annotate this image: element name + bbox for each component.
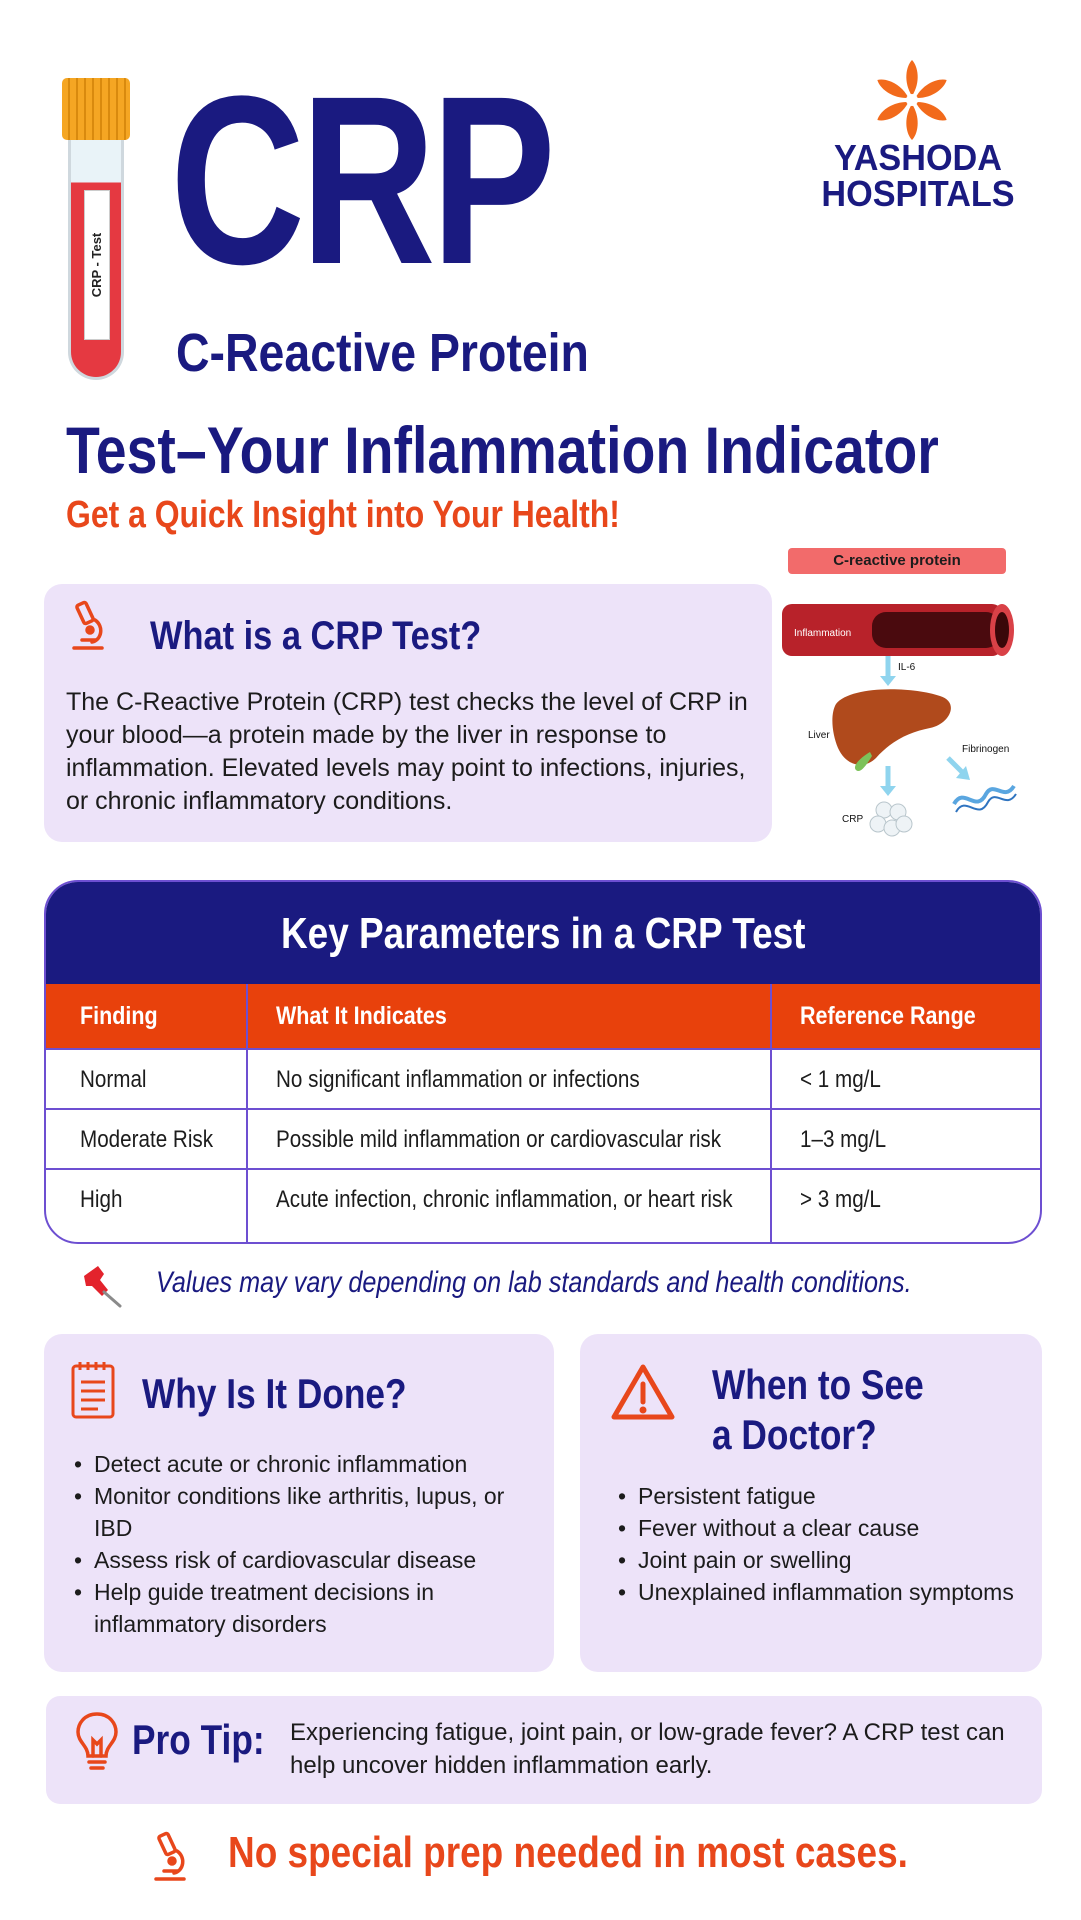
no-prep-note: No special prep needed in most cases. <box>228 1828 908 1877</box>
what-is-crp-title: What is a CRP Test? <box>150 614 482 658</box>
why-is-it-done-list: Detect acute or chronic inflammation Mon… <box>72 1448 542 1640</box>
list-item: Joint pain or swelling <box>616 1544 1026 1576</box>
table-cell: No significant inflammation or infection… <box>276 1066 640 1093</box>
table-cell: 1–3 mg/L <box>800 1126 887 1153</box>
test-tube-label-bg <box>84 190 110 340</box>
table-cell: Normal <box>80 1066 147 1093</box>
diagram-label-crp: CRP <box>842 814 863 825</box>
pro-tip-text: Experiencing fatigue, joint pain, or low… <box>290 1719 1005 1779</box>
why-is-it-done-title: Why Is It Done? <box>142 1370 407 1417</box>
when-title-line1: When to See <box>712 1361 924 1408</box>
table-title: Key Parameters in a CRP Test <box>280 909 806 958</box>
list-item: Help guide treatment decisions in inflam… <box>72 1576 542 1640</box>
page-heading: Test–Your Inflammation Indicator <box>66 413 939 487</box>
brand-name-line1: YASHODA <box>834 137 1002 178</box>
list-item: Monitor conditions like arthritis, lupus… <box>72 1480 542 1544</box>
brand-name-line2: HOSPITALS <box>821 173 1015 214</box>
blood-vessel-illustration <box>782 604 1014 656</box>
list-item: Persistent fatigue <box>616 1480 1026 1512</box>
table-divider <box>770 984 772 1242</box>
table-cell: Moderate Risk <box>80 1126 214 1153</box>
brand-logo-text: YASHODA HOSPITALS <box>814 140 1023 212</box>
table-cell: High <box>80 1186 123 1213</box>
table-cell: > 3 mg/L <box>800 1186 881 1213</box>
list-item: Fever without a clear cause <box>616 1512 1026 1544</box>
table-divider <box>46 1168 1040 1170</box>
parameters-table: Key Parameters in a CRP Test Finding Wha… <box>44 880 1042 1244</box>
pushpin-icon <box>84 1266 122 1308</box>
yashoda-flower-logo-icon <box>877 60 947 140</box>
main-title: CRP <box>170 46 556 314</box>
when-title-line2: a Doctor? <box>712 1411 877 1458</box>
table-divider <box>46 1108 1040 1110</box>
lightbulb-icon <box>76 1712 118 1770</box>
list-item: Detect acute or chronic inflammation <box>72 1448 542 1480</box>
test-tube-label: CRP - Test <box>89 232 104 298</box>
microscope-icon <box>72 600 104 650</box>
diagram-label-liver: Liver <box>808 730 830 741</box>
microscope-icon <box>154 1831 186 1881</box>
table-cell: < 1 mg/L <box>800 1066 881 1093</box>
list-item: Assess risk of cardiovascular disease <box>72 1544 542 1576</box>
diagram-title: C-reactive protein <box>788 548 1006 574</box>
table-cell: Acute infection, chronic inflammation, o… <box>276 1186 733 1213</box>
table-divider <box>46 1048 1040 1050</box>
table-header-band <box>46 882 1040 984</box>
list-item: Unexplained inflammation symptoms <box>616 1576 1026 1608</box>
column-header-indicates: What It Indicates <box>276 1002 447 1030</box>
table-column-header-row <box>46 984 1040 1048</box>
what-is-crp-card <box>44 584 772 842</box>
pro-tip-card <box>46 1696 1042 1804</box>
table-cell: Possible mild inflammation or cardiovasc… <box>276 1126 722 1153</box>
values-note: Values may vary depending on lab standar… <box>156 1266 912 1299</box>
test-tube-cap <box>62 78 130 140</box>
diagram-label-inflammation: Inflammation <box>794 628 851 639</box>
what-is-crp-text: The C-Reactive Protein (CRP) test checks… <box>66 688 748 815</box>
column-header-finding: Finding <box>80 1002 158 1030</box>
checklist-icon <box>71 1362 115 1419</box>
warning-icon <box>611 1364 675 1420</box>
when-to-see-doctor-title: When to See a Doctor? <box>712 1360 924 1460</box>
crp-production-diagram: Inflammation IL-6 Liver Fibrinogen CRP <box>782 604 1017 837</box>
main-subtitle: C-Reactive Protein <box>176 323 589 383</box>
pro-tip-label: Pro Tip: <box>132 1716 265 1763</box>
diagram-label-il6: IL-6 <box>898 662 916 673</box>
diagram-label-fibrinogen: Fibrinogen <box>962 744 1009 755</box>
page-tagline: Get a Quick Insight into Your Health! <box>66 494 620 536</box>
table-divider <box>246 984 248 1242</box>
when-to-see-doctor-list: Persistent fatigue Fever without a clear… <box>616 1480 1026 1608</box>
column-header-range: Reference Range <box>800 1002 976 1030</box>
test-tube-icon <box>68 140 124 380</box>
